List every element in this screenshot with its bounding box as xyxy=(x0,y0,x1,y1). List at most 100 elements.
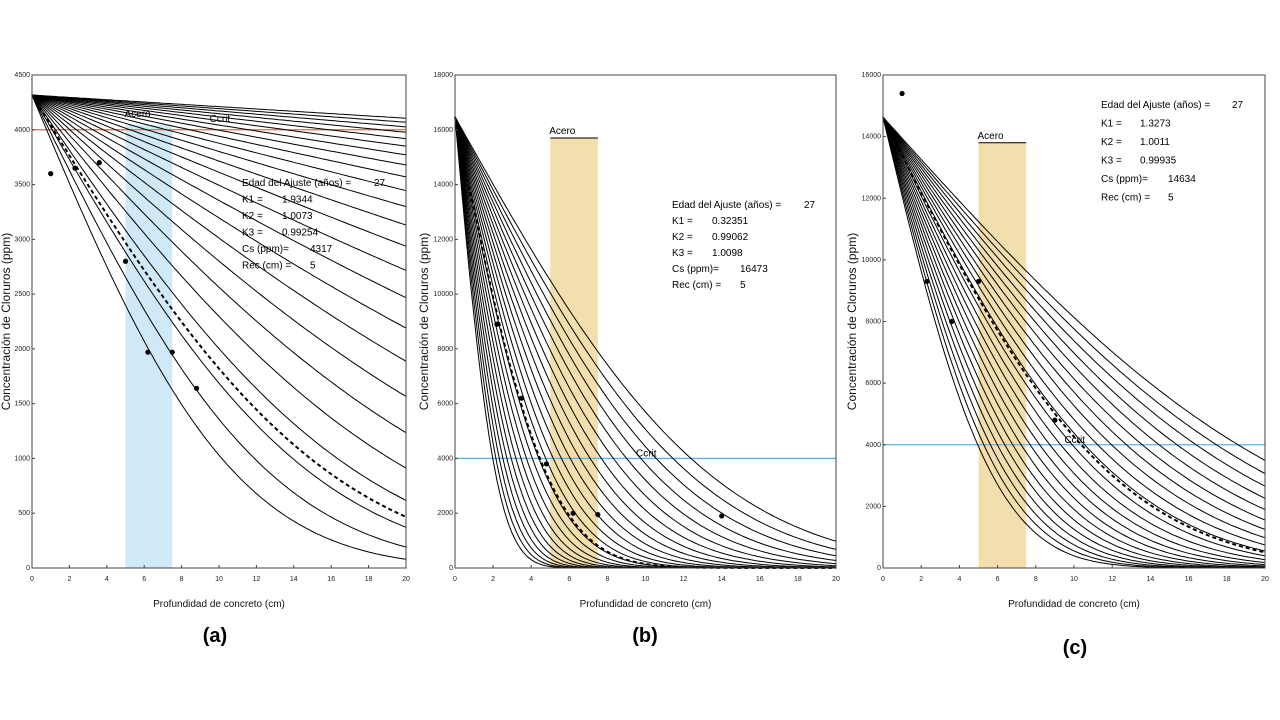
x-tick-label: 20 xyxy=(832,576,840,583)
panel-label: (b) xyxy=(632,625,658,647)
x-tick-label: 10 xyxy=(642,576,650,583)
param-value: 27 xyxy=(804,200,816,211)
profile-curve xyxy=(31,94,407,133)
profile-curve xyxy=(31,94,407,123)
data-point xyxy=(169,349,175,355)
plot-frame xyxy=(882,74,1266,569)
param-label: K2 = xyxy=(1101,137,1122,148)
x-tick-label: 4 xyxy=(105,576,109,583)
x-tick-label: 18 xyxy=(365,576,373,583)
x-tick-label: 14 xyxy=(1147,576,1155,583)
param-value: 0.32351 xyxy=(712,216,749,227)
profile-curve xyxy=(31,94,407,247)
y-tick-label: 3000 xyxy=(14,236,30,243)
param-value: 5 xyxy=(740,280,746,291)
data-point xyxy=(899,90,905,97)
ccrit-label: Ccrit xyxy=(210,114,231,125)
y-tick-label: 0 xyxy=(877,565,881,572)
data-point xyxy=(924,278,930,285)
data-point xyxy=(949,318,955,325)
param-value: 0.99062 xyxy=(712,232,749,243)
ccrit-label: Ccrit xyxy=(1064,435,1085,446)
profile-curve xyxy=(31,94,407,329)
x-axis-label: Profundidad de concreto (cm) xyxy=(153,599,285,610)
x-tick-label: 6 xyxy=(567,576,571,583)
profile-curve xyxy=(882,116,1265,569)
acero-band xyxy=(550,137,598,568)
x-tick-label: 8 xyxy=(1034,576,1038,583)
profile-curve xyxy=(882,116,1266,568)
data-point xyxy=(519,395,525,401)
x-tick-label: 0 xyxy=(881,576,885,583)
x-tick-label: 16 xyxy=(756,576,764,583)
y-tick-label: 4000 xyxy=(437,455,453,462)
y-tick-label: 2000 xyxy=(14,346,30,353)
data-point xyxy=(96,160,102,166)
param-value: 4317 xyxy=(310,244,333,255)
y-tick-label: 16000 xyxy=(862,72,882,79)
data-point xyxy=(48,171,54,177)
profile-curve xyxy=(454,116,837,557)
x-tick-label: 2 xyxy=(67,576,71,583)
data-point xyxy=(719,513,725,519)
x-tick-label: 18 xyxy=(1223,576,1231,583)
param-value: 0.99254 xyxy=(282,228,319,239)
x-tick-label: 16 xyxy=(327,576,335,583)
profile-curve xyxy=(31,94,407,528)
data-point xyxy=(122,258,129,264)
chart-panel-b: Acero Ccrit 0 2 4 6 8 10 12 14 16 18 20 0 2000 4000 6000… xyxy=(417,72,840,647)
param-label: Cs (ppm)= xyxy=(672,264,719,275)
y-tick-label: 500 xyxy=(18,510,30,517)
x-axis-label: Profundidad de concreto (cm) xyxy=(1008,599,1140,610)
acero-label: Acero xyxy=(978,131,1005,142)
ccrit-label: Ccrit xyxy=(636,448,657,459)
param-label: K3 = xyxy=(1101,156,1122,167)
x-tick-label: 12 xyxy=(1108,576,1116,583)
y-tick-label: 12000 xyxy=(862,195,882,202)
panel-label: (a) xyxy=(203,625,227,647)
profile-curve xyxy=(882,116,1266,566)
profile-curve xyxy=(882,116,1266,563)
param-label: Edad del Ajuste (años) = xyxy=(242,178,351,189)
profile-curve xyxy=(882,116,1266,567)
profile-curve xyxy=(31,94,407,192)
y-tick-label: 8000 xyxy=(437,346,453,353)
profile-curve xyxy=(454,116,837,565)
x-tick-label: 10 xyxy=(215,576,223,583)
data-point xyxy=(193,385,200,391)
x-tick-label: 16 xyxy=(1185,576,1193,583)
profile-curve xyxy=(31,94,407,362)
y-tick-label: 0 xyxy=(449,565,453,572)
param-value: 1.0073 xyxy=(282,211,313,222)
y-tick-label: 4000 xyxy=(14,127,30,134)
param-label: Cs (ppm)= xyxy=(1101,174,1148,185)
y-tick-label: 2500 xyxy=(14,291,30,298)
x-axis-label: Profundidad de concreto (cm) xyxy=(580,599,712,610)
data-point xyxy=(494,321,500,327)
y-tick-label: 18000 xyxy=(434,72,454,79)
acero-label: Acero xyxy=(549,126,576,137)
x-tick-label: 4 xyxy=(529,576,533,583)
param-label: Cs (ppm)= xyxy=(242,244,289,255)
param-value: 1.9344 xyxy=(282,195,313,206)
y-tick-label: 3500 xyxy=(14,182,30,189)
y-tick-label: 6000 xyxy=(865,380,881,387)
profile-curve xyxy=(31,94,407,299)
profile-curve xyxy=(882,116,1266,561)
profile-curve xyxy=(882,116,1266,530)
profile-curve xyxy=(454,116,836,569)
x-tick-label: 20 xyxy=(1261,576,1269,583)
y-tick-label: 10000 xyxy=(862,257,882,264)
param-label: K3 = xyxy=(672,248,693,259)
param-value: 1.3273 xyxy=(1140,119,1171,130)
profile-curve xyxy=(31,94,407,128)
profile-curve xyxy=(454,116,837,568)
profile-curve xyxy=(31,94,407,501)
profile-curve xyxy=(31,94,407,434)
profile-curve xyxy=(882,116,1266,521)
y-axis-label: Concentración de Cloruros (ppm) xyxy=(0,233,13,410)
profile-curve xyxy=(882,116,1266,487)
y-tick-label: 4000 xyxy=(865,442,881,449)
chart-panel-c: Acero Ccrit 0 2 4 6 8 10 12 14 16 18 20 0 2000 4000 6000… xyxy=(845,72,1269,659)
x-tick-label: 8 xyxy=(180,576,184,583)
